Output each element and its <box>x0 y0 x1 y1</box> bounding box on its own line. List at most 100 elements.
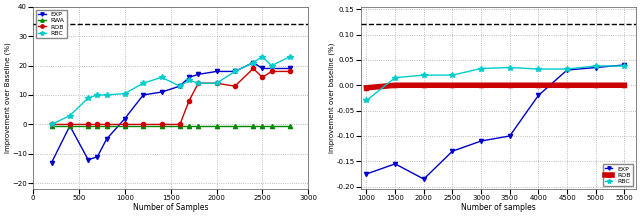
EXP <box>506 135 513 137</box>
RBC <box>66 114 74 117</box>
ROB <box>534 84 542 87</box>
RBC <box>140 82 147 84</box>
RWA <box>195 125 202 127</box>
RBC <box>621 65 628 67</box>
EXP <box>592 66 600 69</box>
EXP <box>157 91 165 93</box>
RBC <box>363 99 371 102</box>
RBC <box>102 94 110 96</box>
EXP <box>534 94 542 97</box>
RWA <box>93 125 101 127</box>
RWA <box>212 125 220 127</box>
EXP <box>268 67 275 70</box>
EXP <box>121 117 129 120</box>
ROB <box>212 82 220 84</box>
ROB <box>268 70 275 73</box>
ROB <box>66 123 74 126</box>
ROB <box>102 123 110 126</box>
RWA <box>259 125 266 127</box>
EXP <box>286 67 294 70</box>
RWA <box>102 125 110 127</box>
RWA <box>157 125 165 127</box>
ROB <box>363 86 371 89</box>
RBC <box>93 94 101 96</box>
RBC <box>477 67 485 70</box>
EXP <box>66 125 74 127</box>
RBC <box>420 74 428 76</box>
Legend: EXP, RWA, ROB, RBC: EXP, RWA, ROB, RBC <box>36 10 67 38</box>
ROB <box>47 123 55 126</box>
RBC <box>195 82 202 84</box>
EXP <box>621 64 628 66</box>
Line: EXP: EXP <box>364 63 627 181</box>
EXP <box>250 61 257 64</box>
RWA <box>66 125 74 127</box>
RWA <box>47 125 55 127</box>
RBC <box>268 64 275 67</box>
RBC <box>563 68 571 70</box>
RBC <box>212 82 220 84</box>
Line: RWA: RWA <box>49 124 292 128</box>
RWA <box>140 125 147 127</box>
ROB <box>121 123 129 126</box>
Line: RBC: RBC <box>49 54 292 127</box>
ROB <box>259 76 266 79</box>
EXP <box>195 73 202 76</box>
ROB <box>449 84 456 87</box>
EXP <box>93 156 101 158</box>
EXP <box>477 140 485 142</box>
ROB <box>286 70 294 73</box>
RBC <box>391 76 399 79</box>
RWA <box>121 125 129 127</box>
RBC <box>506 66 513 69</box>
ROB <box>93 123 101 126</box>
RBC <box>84 97 92 99</box>
Line: ROB: ROB <box>364 83 627 90</box>
RBC <box>47 123 55 126</box>
ROB <box>250 67 257 70</box>
Legend: EXP, ROB, RBC: EXP, ROB, RBC <box>603 164 633 186</box>
ROB <box>621 84 628 87</box>
ROB <box>157 123 165 126</box>
EXP <box>140 94 147 96</box>
RBC <box>231 70 239 73</box>
RWA <box>250 125 257 127</box>
RWA <box>231 125 239 127</box>
RBC <box>157 76 165 79</box>
X-axis label: Number of Samples: Number of Samples <box>133 203 209 212</box>
EXP <box>102 138 110 140</box>
EXP <box>259 67 266 70</box>
RBC <box>259 56 266 58</box>
EXP <box>212 70 220 73</box>
RBC <box>250 61 257 64</box>
Y-axis label: improvement over baseline (%): improvement over baseline (%) <box>328 43 335 153</box>
ROB <box>231 85 239 87</box>
ROB <box>140 123 147 126</box>
ROB <box>84 123 92 126</box>
EXP <box>176 85 184 87</box>
EXP <box>391 163 399 165</box>
RWA <box>84 125 92 127</box>
EXP <box>420 178 428 180</box>
RWA <box>176 125 184 127</box>
EXP <box>185 76 193 79</box>
EXP <box>84 159 92 161</box>
RWA <box>268 125 275 127</box>
Line: RBC: RBC <box>364 63 627 103</box>
ROB <box>506 84 513 87</box>
RBC <box>534 68 542 70</box>
X-axis label: Number of samples: Number of samples <box>461 203 536 212</box>
Y-axis label: Improvement over Baseline (%): Improvement over Baseline (%) <box>4 43 11 153</box>
ROB <box>420 84 428 87</box>
RBC <box>185 79 193 82</box>
ROB <box>563 84 571 87</box>
ROB <box>391 84 399 87</box>
ROB <box>185 100 193 102</box>
RBC <box>286 56 294 58</box>
Line: EXP: EXP <box>49 60 292 165</box>
RBC <box>121 92 129 95</box>
EXP <box>363 173 371 175</box>
Line: ROB: ROB <box>49 66 292 127</box>
ROB <box>477 84 485 87</box>
ROB <box>195 82 202 84</box>
